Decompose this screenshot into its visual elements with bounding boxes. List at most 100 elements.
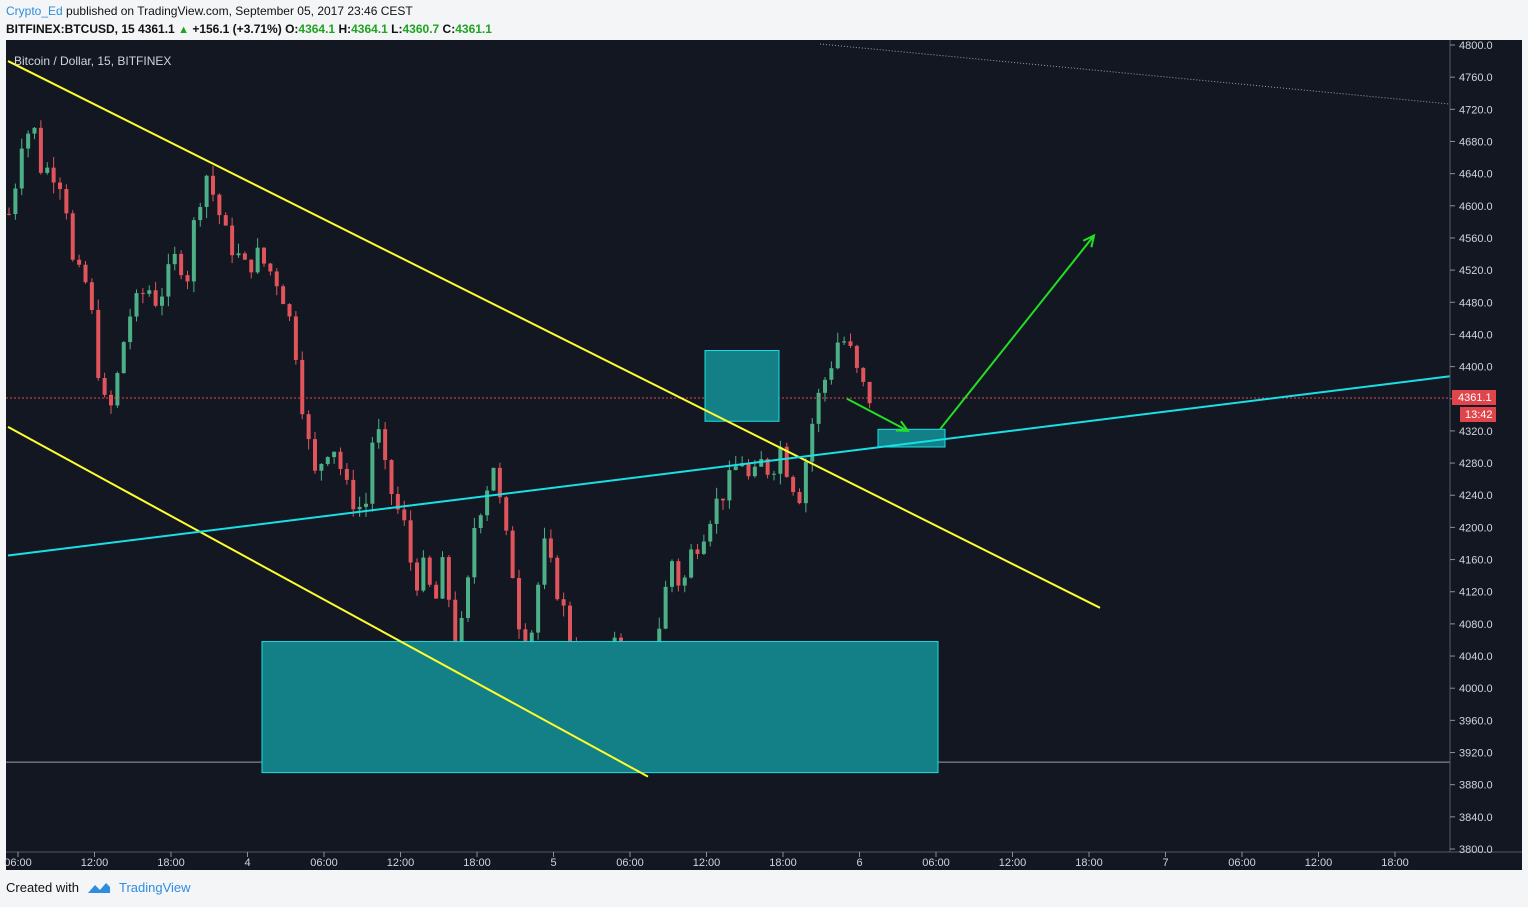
candle-body bbox=[682, 577, 687, 586]
candle-body bbox=[752, 466, 757, 477]
price-tick-label: 4120.0 bbox=[1459, 587, 1493, 599]
candle-body bbox=[446, 557, 451, 600]
candle-body bbox=[338, 451, 343, 470]
candle-body bbox=[319, 463, 324, 471]
candle-body bbox=[134, 293, 139, 317]
candle-body bbox=[83, 264, 88, 283]
close-value: 4361.1 bbox=[455, 22, 492, 36]
candle-body bbox=[829, 368, 834, 380]
candle-body bbox=[300, 359, 305, 415]
high-value: 4364.1 bbox=[351, 22, 388, 36]
candle-body bbox=[701, 541, 706, 554]
pullback-arrow-head bbox=[895, 420, 911, 432]
candle-body bbox=[38, 127, 43, 173]
candle-body bbox=[274, 271, 279, 287]
price-tick-label: 3840.0 bbox=[1459, 812, 1493, 824]
candle-body bbox=[848, 341, 853, 346]
candle-body bbox=[217, 194, 222, 216]
price-tick-label: 4040.0 bbox=[1459, 651, 1493, 663]
time-tick-label: 06:00 bbox=[4, 857, 32, 869]
last-price: 4361.1 bbox=[138, 22, 175, 36]
price-tick-label: 4160.0 bbox=[1459, 555, 1493, 567]
candle-body bbox=[185, 275, 190, 282]
candle-body bbox=[332, 451, 337, 458]
candle-body bbox=[721, 498, 725, 501]
time-tick-label: 4 bbox=[244, 857, 250, 869]
candle-body bbox=[835, 342, 840, 369]
drawings-layer bbox=[6, 43, 1451, 778]
candle-body bbox=[459, 617, 464, 645]
candle-body bbox=[517, 578, 521, 630]
candle-body bbox=[676, 561, 681, 586]
price-axis[interactable]: 4800.0 4760.0 4720.0 4680.0 4640.0 4600.0 4560… bbox=[1450, 40, 1493, 856]
candle-body bbox=[64, 189, 69, 214]
ascending-trend-line bbox=[7, 375, 1451, 557]
candle-body bbox=[255, 247, 260, 273]
candle-body bbox=[109, 394, 113, 406]
candle-body bbox=[364, 503, 368, 507]
candle-body bbox=[45, 167, 50, 173]
time-tick-label: 18:00 bbox=[463, 857, 491, 869]
candle-body bbox=[408, 520, 413, 563]
candle-body bbox=[230, 225, 235, 256]
candle-body bbox=[357, 506, 362, 510]
candle-body bbox=[727, 470, 732, 501]
candle-body bbox=[26, 133, 31, 149]
candle-body bbox=[102, 377, 107, 395]
candle-body bbox=[115, 373, 120, 406]
candle-body bbox=[58, 182, 62, 190]
price-tick-label: 4720.0 bbox=[1459, 104, 1493, 116]
candle-body bbox=[714, 498, 719, 524]
price-tick-label: 4760.0 bbox=[1459, 72, 1493, 84]
demand-zone-large bbox=[261, 641, 939, 774]
lower-channel-line bbox=[7, 426, 649, 778]
candle-body bbox=[96, 309, 101, 378]
price-tick-label: 4480.0 bbox=[1459, 297, 1493, 309]
time-tick-label: 7 bbox=[1162, 857, 1168, 869]
candle-body bbox=[765, 459, 770, 475]
candle-body bbox=[370, 442, 375, 504]
tradingview-logo-icon bbox=[87, 882, 110, 893]
candle-body bbox=[861, 367, 866, 382]
supply-zone bbox=[704, 350, 780, 422]
candle-body bbox=[179, 253, 184, 276]
price-tick-label: 4440.0 bbox=[1459, 329, 1493, 341]
candle-body bbox=[816, 392, 821, 424]
candle-body bbox=[376, 429, 381, 443]
candle-body bbox=[191, 220, 196, 282]
candle-body bbox=[803, 461, 808, 504]
candle-body bbox=[32, 127, 37, 134]
candle-body bbox=[7, 213, 11, 215]
candle-body bbox=[561, 599, 566, 606]
candle-body bbox=[504, 497, 509, 531]
candle-body bbox=[466, 577, 470, 618]
tradingview-link[interactable]: TradingView bbox=[118, 880, 191, 895]
author-link[interactable]: Crypto_Ed bbox=[6, 4, 63, 18]
price-tick-label: 4080.0 bbox=[1459, 619, 1493, 631]
candle-body bbox=[70, 213, 75, 260]
close-label: C: bbox=[442, 22, 456, 36]
price-tick-label: 4000.0 bbox=[1459, 683, 1493, 695]
candle-body bbox=[325, 457, 330, 464]
candle-body bbox=[389, 460, 394, 495]
candle-body bbox=[797, 492, 802, 504]
candle-body bbox=[823, 379, 827, 393]
high-label: H: bbox=[338, 22, 352, 36]
price-tick-label: 4280.0 bbox=[1459, 458, 1493, 470]
time-tick-label: 06:00 bbox=[1228, 857, 1256, 869]
candle-body bbox=[708, 523, 713, 542]
candle-body bbox=[810, 423, 815, 462]
price-tick-label: 4320.0 bbox=[1459, 426, 1493, 438]
candle-body bbox=[140, 293, 145, 295]
candle-body bbox=[249, 259, 254, 273]
open-label: O: bbox=[285, 22, 299, 36]
time-axis[interactable]: 06:00 12:00 18:00 4 06:00 12:00 18:00 5 06:00 12:… bbox=[4, 852, 1409, 869]
time-tick-label: 5 bbox=[550, 857, 556, 869]
candle-body bbox=[536, 584, 541, 633]
price-tick-label: 4680.0 bbox=[1459, 136, 1493, 148]
current-price-label: 4361.1 bbox=[1458, 392, 1492, 404]
candle-body bbox=[344, 469, 349, 480]
candle-body bbox=[772, 473, 776, 475]
price-tick-label: 4200.0 bbox=[1459, 522, 1493, 534]
